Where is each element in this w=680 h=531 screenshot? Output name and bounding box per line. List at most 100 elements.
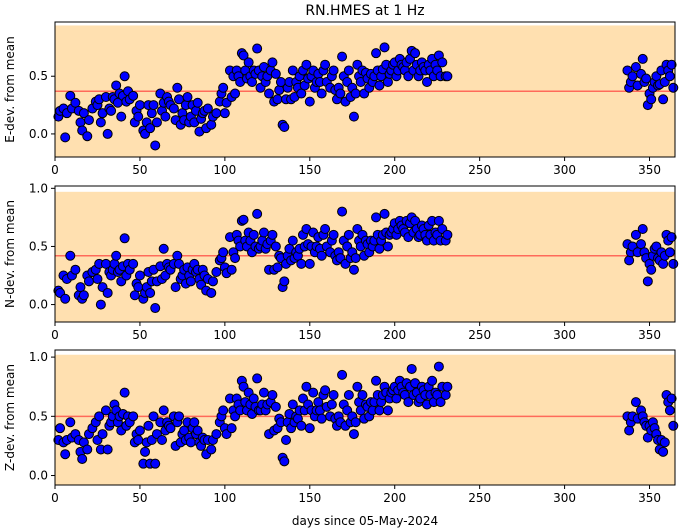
data-point (343, 65, 354, 76)
data-point (143, 420, 154, 431)
data-point (77, 453, 88, 464)
data-point (218, 82, 229, 93)
data-point (134, 270, 145, 281)
chart-title: RN.HMES at 1 Hz (305, 3, 424, 19)
data-point (211, 429, 222, 440)
data-point (252, 43, 263, 54)
data-point (348, 111, 359, 122)
data-point (320, 224, 331, 235)
data-point (379, 42, 390, 53)
data-point (437, 57, 448, 68)
y-tick-label: 0.5 (29, 69, 48, 83)
data-point (316, 413, 327, 424)
data-point (145, 287, 156, 298)
data-point (328, 229, 339, 240)
data-point (172, 82, 183, 93)
data-point (371, 48, 382, 59)
data-point (97, 429, 108, 440)
data-point (202, 103, 213, 114)
data-point (371, 375, 382, 386)
data-point (248, 393, 259, 404)
data-point (174, 411, 184, 422)
data-point (337, 369, 348, 380)
data-point (348, 264, 359, 275)
x-tick-label: 100 (213, 163, 236, 177)
data-point (165, 423, 176, 434)
data-point (219, 108, 230, 119)
data-point (211, 108, 222, 119)
panel-1: 0 50 100 150 200 250 300 350 0.0 0.5 E-dev. from m… (3, 21, 679, 177)
x-tick-label: 0 (51, 491, 59, 505)
data-point (382, 77, 393, 87)
data-point (128, 90, 139, 101)
data-point (374, 405, 385, 416)
data-point (106, 105, 117, 116)
x-tick-label: 350 (638, 163, 661, 177)
x-axis-label: days since 05-May-2024 (292, 514, 438, 528)
data-point (82, 444, 93, 455)
axes-frame (54, 21, 676, 158)
data-point (148, 411, 159, 422)
data-point (308, 387, 319, 398)
data-point (267, 390, 278, 400)
data-point (206, 287, 217, 298)
data-point (666, 59, 677, 70)
data-point (83, 115, 94, 126)
data-point (279, 456, 290, 467)
data-point (287, 235, 298, 246)
x-tick-label: 200 (383, 163, 406, 177)
data-point (226, 423, 237, 434)
axes-frame (54, 349, 676, 486)
data-point (207, 276, 218, 287)
data-point (102, 444, 113, 455)
data-point (258, 387, 269, 398)
data-point (352, 381, 363, 392)
data-point (326, 399, 337, 410)
data-point (337, 51, 348, 62)
data-point (119, 71, 130, 82)
data-point (248, 229, 259, 240)
x-tick-label: 150 (298, 163, 321, 177)
x-tick-label: 300 (553, 163, 576, 177)
x-tick-label: 100 (213, 491, 236, 505)
data-point (642, 276, 653, 287)
data-point (406, 363, 417, 374)
data-point (160, 111, 171, 122)
data-point (172, 250, 183, 261)
data-point (357, 390, 368, 400)
data-point (379, 208, 390, 219)
data-point (371, 212, 382, 223)
data-point (646, 264, 657, 275)
data-point (301, 381, 312, 392)
data-point (435, 397, 446, 408)
data-point (102, 128, 113, 139)
data-point (75, 117, 86, 128)
data-point (211, 267, 222, 278)
data-point (100, 405, 111, 416)
data-point (624, 255, 635, 266)
x-tick-label: 200 (383, 328, 406, 342)
data-point (82, 131, 93, 142)
data-point (316, 250, 327, 261)
data-point (192, 425, 203, 436)
data-point (668, 82, 679, 93)
panel-3: 0 50 100 150 200 250 300 350 0.0 0.5 1.0 Z-dev. fro… (3, 349, 679, 505)
data-point (238, 214, 249, 225)
data-point (151, 117, 162, 128)
data-point (192, 97, 203, 108)
data-point (320, 59, 331, 70)
x-tick-label: 50 (132, 328, 147, 342)
data-point (102, 287, 113, 298)
x-tick-label: 0 (51, 328, 59, 342)
data-point (55, 423, 66, 434)
data-point (440, 390, 451, 400)
y-tick-label: 0.0 (29, 298, 48, 312)
data-point (226, 264, 237, 275)
data-point (185, 437, 196, 448)
data-point (664, 247, 675, 258)
y-axis-label: E-dev. from mean (3, 36, 17, 142)
data-point (442, 229, 453, 240)
x-tick-label: 50 (132, 163, 147, 177)
panel-2: 0 50 100 150 200 250 300 350 0.0 0.5 1.0 N-dev. fro… (3, 181, 679, 342)
y-tick-label: 0.0 (29, 127, 48, 141)
